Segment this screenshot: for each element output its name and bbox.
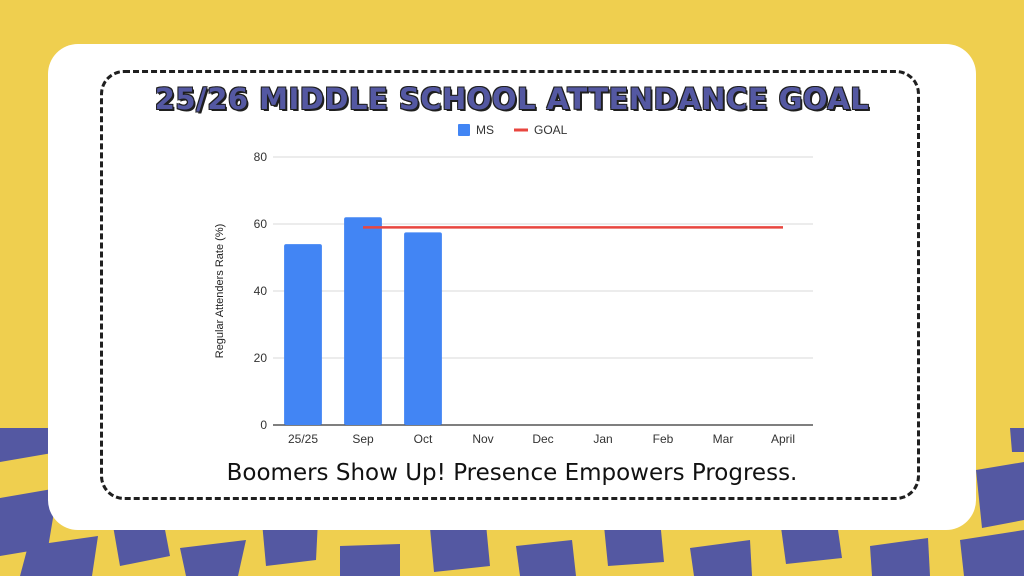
x-tick-label: Oct [414,432,433,446]
bar-ms [344,217,382,425]
checker-tile [180,540,246,576]
y-axis-title: Regular Attenders Rate (%) [214,224,226,359]
y-tick-label: 0 [260,418,267,432]
x-tick-label: Mar [713,432,734,446]
attendance-chart: 0 20 40 60 80 25/25 Sep Oct Nov Dec Jan Feb Mar April… [214,123,813,446]
legend-label-goal: GOAL [534,123,568,137]
x-tick-label: Jan [593,432,612,446]
x-tick-label: Dec [532,432,553,446]
y-tick-label: 40 [254,284,268,298]
checker-tile [20,536,98,576]
checker-tile [0,488,58,556]
legend-label-ms: MS [476,123,494,137]
checker-tile [340,544,400,576]
checker-tile [262,520,318,566]
y-tick-label: 60 [254,217,268,231]
checker-tile [0,428,58,462]
legend-swatch-ms [458,124,470,136]
checker-tile [870,538,930,576]
bar-ms [404,232,442,425]
x-tick-label: April [771,432,795,446]
x-tick-label: 25/25 [288,432,318,446]
checker-tile [976,462,1024,528]
checker-tile [430,524,490,572]
checker-tile [604,520,664,566]
checker-tile [1010,428,1024,452]
checker-tile [516,540,576,576]
y-tick-label: 80 [254,150,268,164]
checker-tile [690,540,752,576]
y-tick-label: 20 [254,351,268,365]
tagline: Boomers Show Up! Presence Empowers Progr… [226,460,798,486]
x-tick-label: Nov [472,432,493,446]
x-tick-label: Sep [352,432,374,446]
checker-tile [960,530,1024,576]
chart-title: 25/26 MIDDLE SCHOOL ATTENDANCE GOAL [154,82,870,116]
chart-card: 0 20 40 60 80 25/25 Sep Oct Nov Dec Jan Feb Mar April… [48,44,976,530]
dashed-frame [100,70,920,500]
bar-ms [284,244,322,425]
x-tick-label: Feb [653,432,674,446]
